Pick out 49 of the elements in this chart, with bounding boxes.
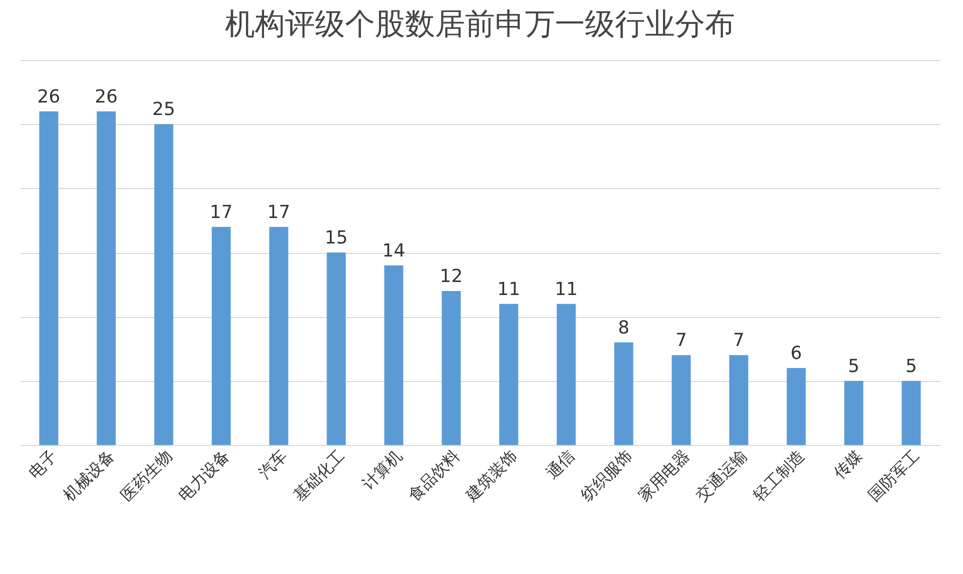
bar [154, 124, 174, 445]
bar [786, 368, 806, 445]
bar [96, 111, 116, 445]
x-tick-label: 通信 [542, 446, 578, 482]
data-label: 6 [790, 343, 802, 364]
bar [212, 226, 231, 445]
data-label: 7 [676, 330, 687, 352]
bar [269, 226, 288, 445]
x-tick-label: 国防军工 [864, 446, 924, 505]
x-tick-label: 计算机 [358, 446, 406, 494]
bar [556, 304, 576, 445]
x-tick-label: 轻工制造 [750, 446, 808, 505]
x-tick-label: 电子 [24, 446, 61, 482]
data-label: 17 [210, 202, 233, 223]
bar [499, 304, 518, 445]
bar [844, 380, 864, 445]
x-tick-label: 基础化工 [290, 446, 348, 505]
x-tick-label: 交通运输 [692, 446, 751, 505]
chart-title: 机构评级个股数居前申万一级行业分布 [225, 7, 735, 42]
bar [442, 291, 461, 445]
data-label: 26 [37, 86, 60, 108]
data-label: 26 [94, 86, 118, 108]
x-tick-label: 机械设备 [60, 446, 118, 505]
bar [729, 355, 748, 445]
bar [39, 111, 58, 445]
data-label: 5 [906, 356, 917, 377]
x-tick-label: 食品饮料 [404, 446, 464, 505]
data-label: 17 [267, 202, 290, 223]
x-tick-label: 医药生物 [117, 446, 176, 505]
bar [326, 252, 346, 445]
data-label: 11 [554, 278, 578, 300]
data-label: 11 [497, 278, 520, 300]
x-tick-label: 家用电器 [634, 446, 694, 505]
data-label: 25 [152, 99, 176, 120]
bar [902, 380, 921, 445]
x-tick-label: 传媒 [830, 446, 866, 482]
x-tick-label: 电力设备 [174, 446, 234, 505]
data-label: 7 [733, 330, 744, 352]
data-label: 14 [382, 240, 406, 262]
data-label: 12 [440, 266, 463, 287]
bar [614, 342, 634, 445]
data-label: 5 [848, 356, 860, 377]
x-tick-label: 纺织服饰 [577, 446, 636, 505]
bar [672, 355, 691, 445]
data-label: 8 [618, 317, 630, 338]
x-tick-label: 汽车 [254, 446, 291, 482]
data-label: 15 [324, 228, 348, 248]
bar [384, 265, 404, 445]
x-tick-label: 建筑装饰 [461, 446, 521, 506]
